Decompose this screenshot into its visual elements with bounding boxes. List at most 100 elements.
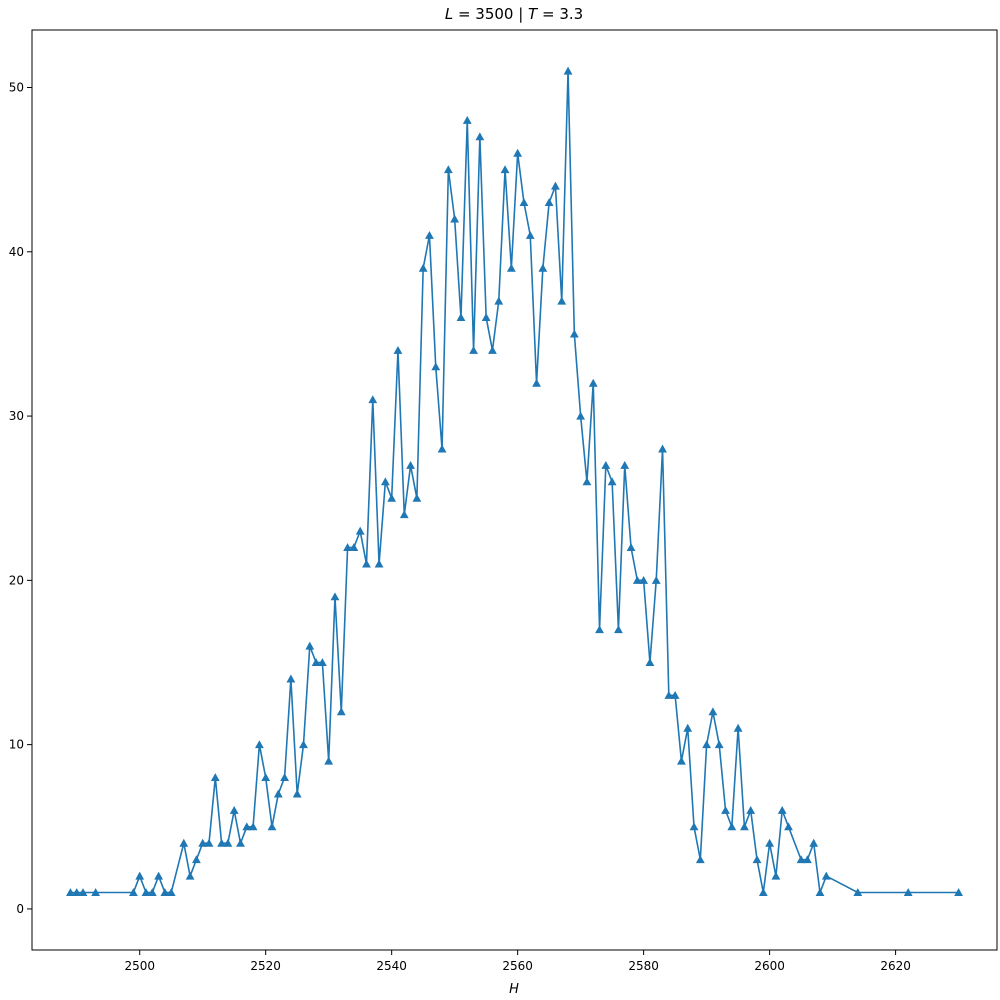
data-point-marker: [261, 773, 271, 782]
data-point-marker: [72, 888, 82, 897]
series-line: [70, 70, 959, 894]
data-point-marker: [91, 888, 101, 897]
data-point-marker: [160, 888, 170, 897]
y-tick-label: 10: [9, 738, 24, 752]
data-point-marker: [418, 263, 428, 272]
data-point-marker: [450, 214, 460, 223]
y-tick-label: 0: [16, 902, 24, 916]
x-tick-label: 2600: [754, 959, 785, 973]
data-point-marker: [141, 888, 151, 897]
data-point-marker: [500, 165, 510, 174]
data-point-marker: [683, 723, 693, 732]
data-point-marker: [154, 871, 164, 880]
data-point-marker: [217, 838, 226, 847]
x-tick-label: 2520: [250, 959, 281, 973]
data-point-marker: [702, 740, 712, 749]
data-point-marker: [343, 543, 352, 552]
data-point-marker: [557, 296, 567, 305]
data-point-marker: [317, 658, 327, 667]
data-point-marker: [129, 888, 138, 897]
data-point-marker: [210, 773, 220, 782]
data-point-marker: [147, 888, 157, 897]
data-point-marker: [349, 543, 359, 552]
data-point-marker: [494, 296, 504, 305]
data-point-marker: [399, 510, 409, 519]
data-point-marker: [299, 740, 308, 749]
x-tick-label: 2620: [880, 959, 911, 973]
data-point-marker: [280, 773, 289, 782]
data-point-marker: [765, 838, 775, 847]
data-point-marker: [815, 888, 825, 897]
data-point-marker: [387, 493, 397, 502]
data-point-marker: [267, 822, 277, 831]
data-point-marker: [664, 690, 674, 699]
data-point-marker: [204, 838, 214, 847]
data-point-marker: [677, 756, 686, 765]
data-point-marker: [355, 526, 365, 535]
data-point-marker: [513, 148, 523, 157]
data-point-marker: [406, 460, 415, 469]
data-point-marker: [198, 838, 208, 847]
data-point-marker: [305, 641, 315, 650]
data-point-marker: [752, 855, 762, 864]
data-point-marker: [506, 263, 516, 272]
data-point-marker: [607, 477, 617, 486]
series-layer: [66, 66, 963, 897]
data-point-marker: [740, 822, 749, 831]
data-point-marker: [632, 575, 642, 584]
data-point-marker: [727, 822, 737, 831]
data-point-marker: [639, 575, 649, 584]
data-point-marker: [469, 345, 478, 354]
data-point-marker: [135, 871, 145, 880]
data-point-marker: [223, 838, 233, 847]
data-point-marker: [166, 888, 176, 897]
data-point-marker: [437, 444, 447, 453]
data-point-marker: [551, 181, 560, 190]
data-point-marker: [412, 493, 422, 502]
y-tick-label: 30: [9, 409, 24, 423]
data-point-marker: [393, 345, 403, 354]
data-point-marker: [254, 740, 264, 749]
data-point-marker: [481, 313, 491, 322]
data-point-marker: [563, 66, 573, 75]
data-point-marker: [273, 789, 283, 798]
data-point-marker: [519, 198, 529, 207]
data-point-marker: [380, 477, 390, 486]
data-point-marker: [462, 115, 472, 124]
x-axis-ticks: 2500 2520 2540 2560 2580 2600 2620: [124, 950, 911, 973]
data-point-marker: [670, 690, 680, 699]
data-point-marker: [626, 543, 636, 552]
data-point-marker: [796, 855, 806, 864]
data-point-marker: [614, 625, 623, 634]
data-point-marker: [192, 855, 201, 864]
data-point-marker: [538, 263, 548, 272]
data-point-marker: [721, 805, 730, 814]
data-point-marker: [809, 838, 819, 847]
data-point-marker: [771, 871, 781, 880]
data-point-marker: [311, 658, 321, 667]
y-axis-ticks: 0 10 20 30 40 50: [9, 81, 32, 916]
data-point-marker: [588, 378, 598, 387]
data-point-marker: [525, 230, 535, 239]
data-point-marker: [368, 395, 378, 404]
y-tick-label: 20: [9, 573, 24, 587]
data-point-marker: [185, 871, 195, 880]
data-point-marker: [569, 329, 579, 338]
data-point-marker: [78, 888, 88, 897]
data-point-marker: [758, 888, 768, 897]
data-point-marker: [488, 345, 497, 354]
data-point-marker: [821, 871, 831, 880]
data-point-marker: [620, 460, 630, 469]
data-point-marker: [236, 838, 245, 847]
data-point-marker: [601, 460, 611, 469]
data-point-marker: [242, 822, 252, 831]
data-point-marker: [544, 198, 554, 207]
data-point-marker: [179, 838, 189, 847]
data-point-marker: [475, 132, 485, 141]
data-point-marker: [66, 888, 75, 897]
data-point-marker: [443, 165, 453, 174]
data-point-marker: [292, 789, 302, 798]
data-point-marker: [431, 362, 441, 371]
data-point-marker: [456, 313, 466, 322]
